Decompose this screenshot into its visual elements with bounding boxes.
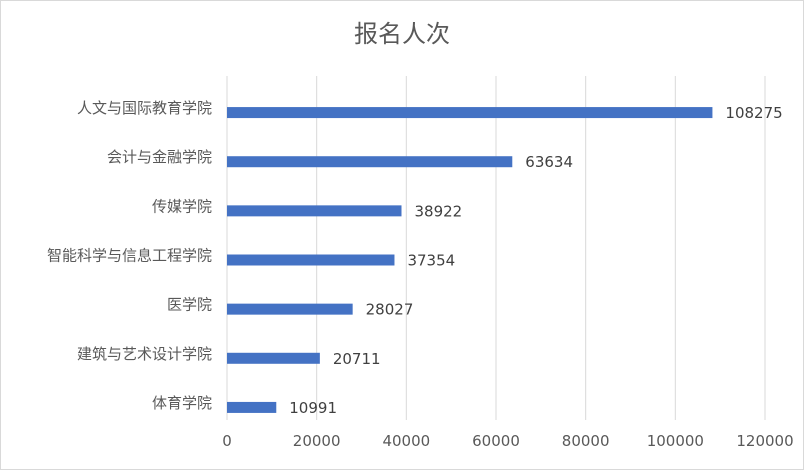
- data-label: 10991: [289, 399, 337, 417]
- category-label: 人文与国际教育学院: [77, 99, 212, 117]
- bar: [227, 205, 402, 217]
- category-label: 医学院: [167, 296, 212, 314]
- data-label: 38922: [415, 202, 463, 220]
- chart-title: 报名人次: [354, 20, 450, 48]
- x-tick-label: 60000: [472, 432, 520, 450]
- x-tick-label: 80000: [562, 432, 610, 450]
- bar: [227, 156, 513, 168]
- category-label: 建筑与艺术设计学院: [77, 345, 212, 363]
- data-label: 37354: [407, 252, 455, 270]
- x-tick-label: 0: [222, 432, 232, 450]
- category-label: 智能科学与信息工程学院: [47, 247, 212, 265]
- bar: [227, 401, 277, 413]
- category-label: 会计与金融学院: [107, 148, 212, 166]
- bar: [227, 352, 320, 364]
- x-tick-label: 20000: [293, 432, 341, 450]
- x-tick-label: 40000: [382, 432, 430, 450]
- data-label: 20711: [333, 350, 381, 368]
- data-label: 63634: [525, 153, 573, 171]
- category-label: 传媒学院: [152, 197, 212, 215]
- x-tick-label: 100000: [647, 432, 704, 450]
- bar: [227, 254, 395, 266]
- category-label: 体育学院: [152, 394, 212, 412]
- data-label: 108275: [725, 104, 782, 122]
- data-label: 28027: [366, 301, 414, 319]
- bar: [227, 107, 713, 119]
- bar: [227, 303, 353, 315]
- x-tick-label: 120000: [736, 432, 793, 450]
